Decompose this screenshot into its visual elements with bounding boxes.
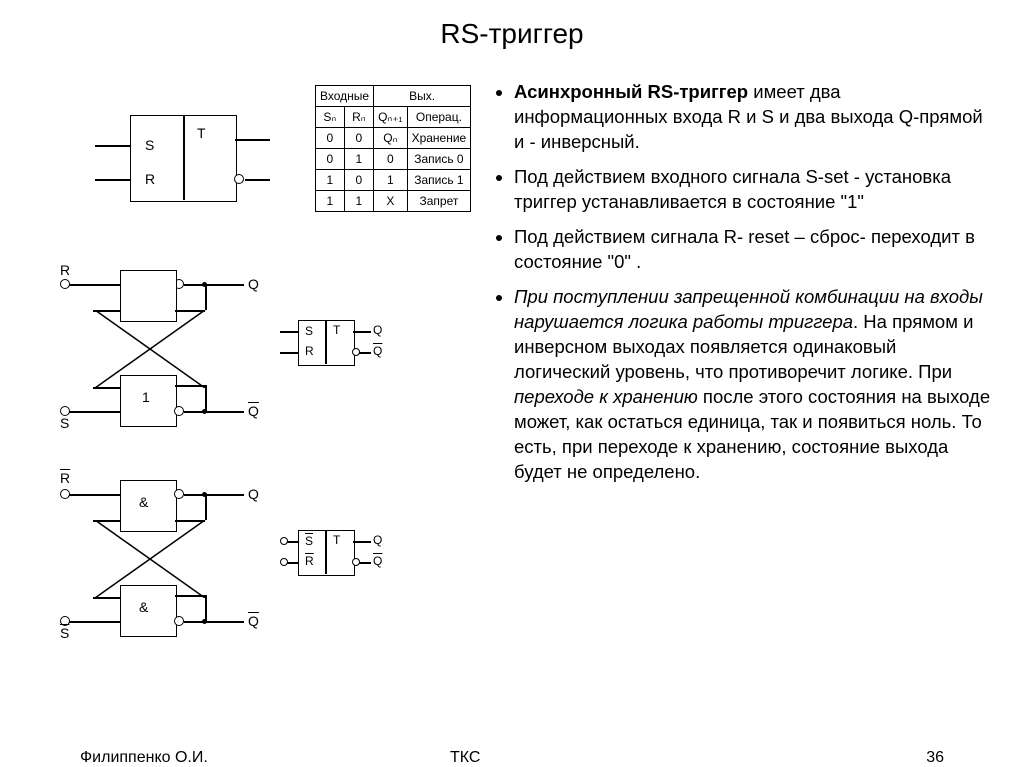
sm-R: R: [305, 344, 314, 358]
bullet-1: Асинхронный RS-триггер имеет два информа…: [514, 80, 995, 155]
th-3: Операц.: [407, 107, 471, 128]
cell: Запись 0: [407, 149, 471, 170]
cell: 1: [374, 170, 408, 191]
sm-T: T: [333, 323, 340, 337]
bullet-3: Под действием сигнала R- reset – сброс- …: [514, 225, 995, 275]
rs-symbol-small-2: S R T Q Q: [280, 530, 390, 585]
nor-cross-coupled: 1 1 R S Q Q: [60, 270, 295, 430]
sm-S: S: [305, 324, 313, 338]
truth-table: Входные Вых. Sₙ Rₙ Qₙ₊₁ Операц. 00QₙХран…: [315, 85, 471, 212]
label-T: T: [197, 125, 206, 141]
truth-header-outputs: Вых.: [374, 86, 471, 107]
label-S: S: [60, 415, 69, 431]
sm2-Qbar: Q: [373, 554, 382, 568]
nand-cross-coupled: & & R S Q Q: [60, 480, 295, 640]
page-title: RS-триггер: [0, 0, 1024, 60]
sm-Q: Q: [373, 323, 382, 337]
cell: 1: [316, 170, 345, 191]
sm2-Q: Q: [373, 533, 382, 547]
cell: 0: [344, 128, 373, 149]
cell: X: [374, 191, 408, 212]
label-Qbar: Q: [248, 403, 259, 419]
truth-header-inputs: Входные: [316, 86, 374, 107]
content-text: Асинхронный RS-триггер имеет два информа…: [490, 80, 995, 495]
label-S: S: [145, 137, 154, 153]
bullet-2: Под действием входного сигнала S-set - у…: [514, 165, 995, 215]
cell: 1: [344, 191, 373, 212]
sm2-T: T: [333, 533, 340, 547]
footer-center: ТКС: [450, 749, 480, 767]
th-1: Rₙ: [344, 107, 373, 128]
rs-symbol-small-1: S R T Q Q: [280, 320, 390, 375]
cell: Запрет: [407, 191, 471, 212]
cell: 0: [344, 170, 373, 191]
footer-left: Филиппенко О.И.: [80, 749, 208, 767]
label-R: R: [145, 171, 155, 187]
label-Q2: Q: [248, 486, 259, 502]
bullet-4: При поступлении запрещенной комбинации н…: [514, 285, 995, 485]
cell: 0: [374, 149, 408, 170]
bullet-4-it2: переходе к хранению: [514, 386, 698, 407]
cell: 1: [316, 191, 345, 212]
cell: Qₙ: [374, 128, 408, 149]
gate-and-bot: &: [139, 599, 148, 615]
th-2: Qₙ₊₁: [374, 107, 408, 128]
sm2-S: S: [305, 534, 313, 548]
label-Qbar2: Q: [248, 613, 259, 629]
rs-trigger-symbol: S R T: [95, 115, 275, 215]
label-Sbar: S: [60, 625, 69, 641]
sm2-R: R: [305, 554, 314, 568]
label-Rbar: R: [60, 470, 70, 486]
gate-1-bot: 1: [142, 389, 150, 405]
gate-and-top: &: [139, 494, 148, 510]
bullet-1-bold: Асинхронный RS-триггер: [514, 81, 748, 102]
sm-Qbar: Q: [373, 344, 382, 358]
th-0: Sₙ: [316, 107, 345, 128]
label-Q: Q: [248, 276, 259, 292]
label-R: R: [60, 262, 70, 278]
cell: 0: [316, 149, 345, 170]
cell: Запись 1: [407, 170, 471, 191]
cell: 0: [316, 128, 345, 149]
cell: Хранение: [407, 128, 471, 149]
cell: 1: [344, 149, 373, 170]
footer-right: 36: [926, 749, 944, 767]
